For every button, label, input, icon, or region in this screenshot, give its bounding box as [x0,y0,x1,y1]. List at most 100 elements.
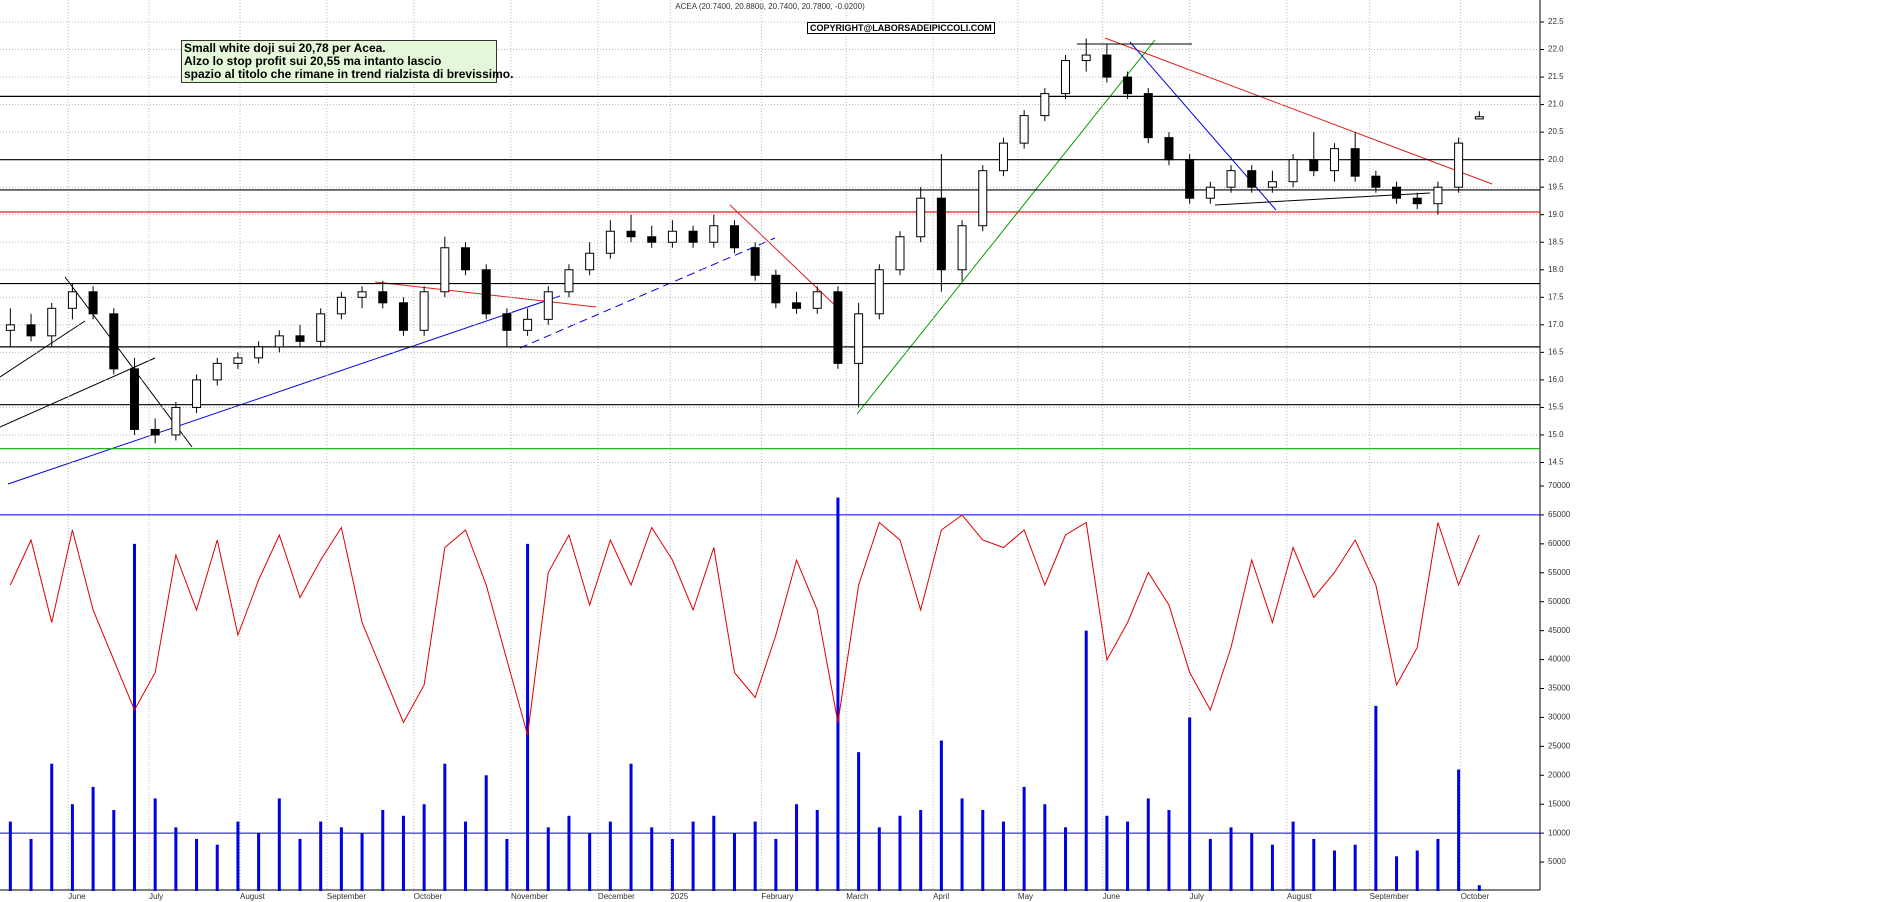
annotation: Small white doji sui 20,78 per Acea. Alz… [181,40,514,83]
candle-body [440,247,450,293]
x-tick-label: March [846,892,868,901]
candle-body [564,269,574,293]
y-tick-label: 15.5 [1548,403,1564,412]
volume-bar [608,821,612,891]
candle-body [502,313,512,331]
volume-bar [1126,821,1130,891]
candle-body [1412,197,1422,205]
volume-bar [257,833,261,891]
candle-body [1474,116,1484,120]
volume-bar [1270,844,1274,891]
y-tick-label: 21.0 [1548,100,1564,109]
candle-body [792,302,802,309]
volume-bar [505,838,509,891]
volume-bar [857,752,861,891]
volume-bar [1353,844,1357,891]
trend-lines [0,37,1493,485]
volume-bar [1250,833,1254,891]
candle-body [1185,159,1195,199]
candle-body [1164,137,1174,161]
candle-body [357,291,367,298]
volume-bar [1167,810,1171,891]
candle-body [1081,54,1091,62]
x-tick-label: October [414,892,443,901]
y-tick-label: 30000 [1548,713,1571,722]
candle-body [998,142,1008,172]
volume-bar [919,810,923,891]
volume-bar [1332,850,1336,891]
candle-body [316,313,326,342]
volume-bar [484,775,488,891]
candle-body [212,362,222,381]
candle-body [585,252,595,271]
volume-bar [981,810,985,891]
candle-body [854,313,864,364]
candle-body [150,428,160,436]
candle-body [1102,54,1112,78]
candle-body [1205,186,1215,199]
volume-bar [753,821,757,891]
candle-body [378,291,388,304]
volume-bar [443,763,447,891]
volume-bar [339,827,343,891]
volume-bar [50,763,54,891]
candle-body [978,170,988,227]
candle-body [1061,60,1071,95]
y-tick-label: 25000 [1548,741,1571,750]
volume-bar [650,827,654,891]
candle-body [771,274,781,304]
volume-bar [1188,717,1192,891]
volume-bar [422,804,426,891]
x-tick-label: September [1370,892,1409,901]
volume-bar [298,838,302,891]
candle-body [419,291,429,331]
candle-body [481,269,491,315]
candle-body [605,230,615,254]
y-tick-label: 19.0 [1548,210,1564,219]
candle-body [626,230,636,238]
volume-bar [1105,815,1109,891]
candle-body [543,291,553,320]
volume-bar [1064,827,1068,891]
y-tick-label: 15000 [1548,799,1571,808]
y-tick-label: 22.0 [1548,45,1564,54]
candle-body [1350,148,1360,177]
candle-body [1040,93,1050,117]
candle-body [957,225,967,271]
volume-bar [546,827,550,891]
candle-body [1329,148,1339,172]
candle-body [1392,186,1402,199]
volume-bar [401,815,405,891]
candle-body [233,357,243,364]
candle-body [5,324,15,331]
y-tick-label: 20.0 [1548,155,1564,164]
y-tick-label: 16.0 [1548,375,1564,384]
y-tick-label: 45000 [1548,626,1571,635]
candle-body [1371,175,1381,188]
volume-bar [588,833,592,891]
candle-body [1454,142,1464,188]
volume-bar [360,833,364,891]
volume-bar [1001,821,1005,891]
candle-body [192,379,202,408]
x-tick-label: July [1190,892,1204,901]
annotation-line: Alzo lo stop profit sui 20,55 ma intanto… [184,54,442,68]
volume-bar [1084,630,1088,891]
x-tick-label: February [761,892,793,901]
candle-body [254,346,264,359]
copyright: COPYRIGHT@LABORSADEIPICCOLI.COM [807,22,995,34]
annotation-line: spazio al titolo che rimane in trend ria… [184,67,514,81]
candle-body [26,324,36,337]
candle-body [688,230,698,243]
y-tick-label: 5000 [1548,857,1566,866]
y-tick-label: 18.5 [1548,237,1564,246]
x-tick-label: May [1018,892,1033,901]
volume-bar [464,821,468,891]
y-tick-label: 35000 [1548,684,1571,693]
y-tick-label: 60000 [1548,539,1571,548]
volume-bar [91,786,95,891]
y-tick-label: 50000 [1548,597,1571,606]
volume-bar [1291,821,1295,891]
candle-body [874,269,884,315]
candle-body [1143,93,1153,139]
